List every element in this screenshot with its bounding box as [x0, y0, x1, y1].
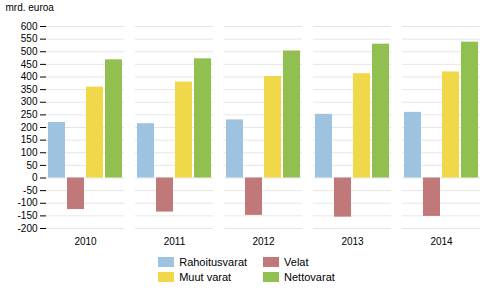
svg-text:mrd. euroa: mrd. euroa [6, 2, 55, 13]
svg-text:50: 50 [26, 160, 38, 171]
svg-text:550: 550 [21, 33, 38, 44]
svg-text:250: 250 [21, 109, 38, 120]
svg-text:2014: 2014 [430, 236, 453, 247]
svg-text:400: 400 [21, 71, 38, 82]
html-text:Nettovarat: Nettovarat [284, 271, 335, 283]
html-text:Velat: Velat [284, 256, 309, 268]
svg-text:300: 300 [21, 96, 38, 107]
svg-text:2013: 2013 [341, 236, 364, 247]
svg-text:2010: 2010 [74, 236, 97, 247]
svg-text:-150: -150 [17, 210, 37, 221]
svg-text:-200: -200 [17, 223, 37, 234]
svg-text:0: 0 [32, 172, 38, 183]
svg-text:450: 450 [21, 59, 38, 70]
svg-text:2011: 2011 [164, 236, 186, 247]
svg-text:100: 100 [21, 147, 38, 158]
html-text:Muut varat: Muut varat [179, 271, 232, 283]
html-text:Rahoitusvarat: Rahoitusvarat [179, 256, 248, 268]
svg-text:350: 350 [21, 84, 38, 95]
svg-text:150: 150 [21, 134, 38, 145]
svg-text:-50: -50 [23, 185, 38, 196]
svg-text:500: 500 [21, 46, 38, 57]
svg-text:2012: 2012 [252, 236, 275, 247]
svg-text:-100: -100 [17, 197, 37, 208]
svg-text:600: 600 [21, 21, 38, 32]
svg-text:200: 200 [21, 122, 38, 133]
